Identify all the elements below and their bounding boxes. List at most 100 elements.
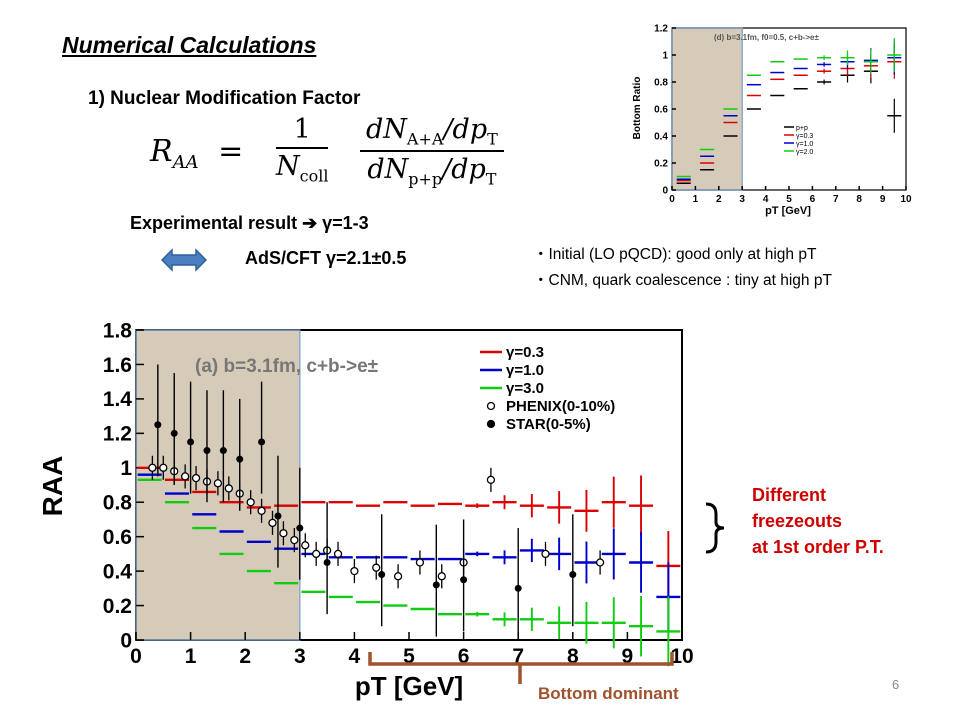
ads-cft-value: AdS/CFT γ=2.1±0.5 [245,248,407,268]
frac2-den-a: dN [367,154,409,186]
y-tick-label: 1.4 [103,388,133,411]
y-tick-label: 0.2 [103,595,132,618]
x-tick-label: 2 [239,645,251,668]
phenix-point [224,484,233,493]
x-tick-label: 4 [349,645,361,668]
y-tick-label: 1.2 [654,24,668,35]
y-tick-label: 0 [120,629,132,652]
star-point [274,512,282,520]
panel-label: (a) b=3.1fm, c+b->e± [195,356,378,377]
star-point [296,524,304,532]
inset-legend-label: p+p [796,125,808,132]
freezeout-note: Different freezeouts at 1st order P.T. [752,482,884,560]
phenix-point [257,506,266,515]
frac1-numerator: 1 [276,114,329,149]
formula-fraction-1: 1 Ncoll [276,114,329,186]
phenix-point [268,518,277,528]
x-tick-label: 6 [458,645,470,668]
x-tick-label: 8 [856,194,862,205]
legend-label: γ=3.0 [506,380,544,397]
phenix-point [246,498,255,507]
phenix-point [279,529,288,538]
phenix-point [350,566,359,576]
y-tick-label: 1 [662,51,668,62]
raa-chart: 0 1 2 3 4 5 6 7 8 9 1000.20.40.60.811.21.41.61.8(a… [37,319,694,701]
x-tick-label: 10 [900,194,912,205]
frac2-num-b-sub: T [487,129,498,149]
star-point [170,429,178,437]
phenix-point [148,463,157,472]
x-tick-label: 0 [130,645,142,668]
x-tick-label: 1 [693,194,699,205]
inset-y-axis-label: Bottom Ratio [632,77,643,140]
phenix-point [312,549,321,559]
inset-x-axis-label: pT [GeV] [765,205,811,217]
bottom-brace-icon [368,652,674,684]
star-point [258,438,266,446]
inset-legend-label: γ=0.3 [796,133,813,140]
x-tick-label: 5 [786,194,792,205]
y-tick-label: 0.4 [654,132,668,143]
y-tick-label: 0.4 [103,560,133,583]
frac2-num-b: /dp [443,114,488,145]
phenix-point [213,479,223,488]
y-tick-label: 0.6 [654,105,668,116]
star-point [432,581,440,589]
legend-marker [486,401,496,411]
bottom-ratio-chart: 0 1 2 3 4 5 6 7 8 9 10 0 0.2 0.4 0.6 0.8 1 1.2 (d) b=3.1fm… [632,24,912,218]
star-point [378,571,386,579]
x-tick-label: 1 [185,645,197,668]
y-tick-label: 0.6 [103,526,132,549]
double-arrow-icon [160,248,208,272]
frac1-den-sub: coll [299,166,329,186]
bottom-dominant-note: Bottom dominant [538,684,679,703]
slide-title: Numerical Calculations [62,32,317,58]
legend-label: STAR(0-5%) [506,416,591,433]
experimental-result: Experimental result ➔ γ=1-3 [130,213,369,233]
formula-lhs-symbol: R [150,134,173,169]
y-tick-label: 0 [662,186,668,197]
y-axis-label: RAA [37,456,68,517]
formula-fraction-2: dNA+A/dpT dNp+p/dpT [360,114,504,189]
x-tick-label: 6 [810,194,816,205]
x-tick-label: 2 [716,194,722,205]
formula-lhs-sub: AA [172,152,199,173]
frac2-den-sub: p+p [408,169,443,189]
x-tick-label: 0 [669,194,675,205]
y-tick-label: 1.6 [103,354,132,377]
frac2-num-sub: A+A [406,129,444,149]
phenix-point [333,549,343,559]
x-tick-label: 4 [763,194,769,205]
frac2-den-b: /dp [442,154,486,186]
y-tick-label: 1.2 [103,423,132,446]
page-number: 6 [892,677,900,692]
y-tick-label: 1 [120,457,132,480]
note-line: at 1st order P.T. [752,537,884,557]
star-point [154,421,162,429]
star-point [236,455,244,463]
phenix-point [393,572,403,581]
x-tick-label: 9 [622,645,634,668]
frac2-den-b-sub: T [485,169,497,189]
phenix-point [437,572,446,581]
legend-marker [486,419,496,429]
bullet-list: ・Initial (LO pQCD): good only at high pT… [533,242,832,294]
frac2-num-a: dN [366,114,407,145]
y-tick-label: 0.8 [654,78,668,89]
phenix-point [595,558,605,567]
formula-lhs: RAA = [150,134,243,173]
star-point [187,438,195,446]
star-point [323,559,331,566]
star-point [514,584,522,592]
x-tick-label: 7 [833,194,839,205]
raa-formula: RAA = 1 Ncoll dNA+A/dpT dNp+p/dpT [150,110,570,200]
phenix-point [301,541,310,550]
inset-legend-label: γ=1.0 [796,141,813,148]
subtitle: 1) Nuclear Modification Factor [88,88,361,109]
y-tick-label: 0.8 [103,492,133,515]
phenix-point [290,535,299,545]
x-tick-label: 3 [739,194,745,205]
legend-label: γ=0.3 [506,344,544,361]
phenix-point [541,549,550,559]
x-tick-label: 9 [880,194,886,205]
